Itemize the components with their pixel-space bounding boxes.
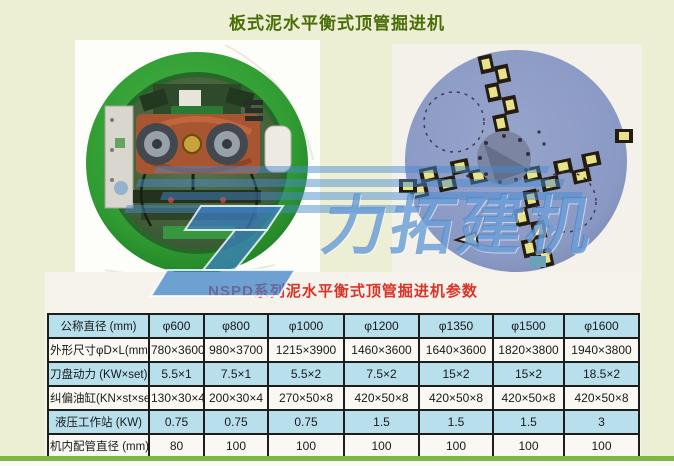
spec-cell: 270×50×8 xyxy=(267,385,345,411)
spec-cell: 18.5×2 xyxy=(563,361,640,387)
table-row: 外形尺寸φD×L(mm) 780×3600 980×3700 1215×3900… xyxy=(47,337,640,363)
spec-cell: 5.5×1 xyxy=(148,361,205,387)
spec-cell: 100 xyxy=(203,433,269,459)
spec-cell: 7.5×1 xyxy=(203,361,269,387)
spec-cell: φ1350 xyxy=(418,313,494,339)
spec-cell: 7.5×2 xyxy=(343,361,420,387)
spec-cell: 1.5 xyxy=(492,409,565,435)
row-label: 公称直径 (mm) xyxy=(47,313,150,339)
spec-cell: 980×3700 xyxy=(203,337,269,363)
bottom-white-stripe xyxy=(0,461,674,466)
row-label: 机内配管直径 (mm) xyxy=(47,433,150,459)
spec-cell: φ1000 xyxy=(267,313,345,339)
spec-cell: 1820×3800 xyxy=(492,337,565,363)
row-label: 外形尺寸φD×L(mm) xyxy=(47,337,150,363)
spec-cell: 0.75 xyxy=(267,409,345,435)
spec-cell: 1940×3800 xyxy=(563,337,640,363)
spec-table: 公称直径 (mm) φ600 φ800 φ1000 φ1200 φ1350 φ1… xyxy=(47,313,640,459)
table-row: 液压工作站 (KW) 0.75 0.75 0.75 1.5 1.5 1.5 3 xyxy=(47,409,640,435)
spec-cell: 100 xyxy=(267,433,345,459)
spec-panel: NSPD系列泥水平衡式顶管掘进机参数 公称直径 (mm) φ600 φ800 φ… xyxy=(45,272,641,459)
spec-cell: φ1600 xyxy=(563,313,640,339)
spec-cell: 1215×3900 xyxy=(267,337,345,363)
page-title: 板式泥水平衡式顶管掘进机 xyxy=(229,14,445,33)
spec-cell: φ600 xyxy=(148,313,205,339)
spec-cell: 780×3600 xyxy=(148,337,205,363)
product-photo-cutter-head xyxy=(392,44,642,280)
spec-cell: 1640×3600 xyxy=(418,337,494,363)
row-label: 纠偏油缸(KN×st×set) xyxy=(47,385,150,411)
product-photo-machine-front xyxy=(75,40,320,285)
spec-cell: 130×30×4 xyxy=(148,385,205,411)
spec-cell: φ1200 xyxy=(343,313,420,339)
spec-cell: 420×50×8 xyxy=(418,385,494,411)
spec-cell: 420×50×8 xyxy=(492,385,565,411)
cutter-head-illustration xyxy=(392,44,642,280)
spec-cell: 100 xyxy=(418,433,494,459)
spec-cell: 420×50×8 xyxy=(563,385,640,411)
spec-cell: 100 xyxy=(492,433,565,459)
machine-front-illustration xyxy=(75,40,320,285)
spec-cell: φ1500 xyxy=(492,313,565,339)
table-row: 刀盘动力 (KW×set) 5.5×1 7.5×1 5.5×2 7.5×2 15… xyxy=(47,361,640,387)
spec-cell: 420×50×8 xyxy=(343,385,420,411)
spec-cell: 80 xyxy=(148,433,205,459)
spec-cell: 15×2 xyxy=(492,361,565,387)
spec-cell: 200×30×4 xyxy=(203,385,269,411)
spec-cell: 5.5×2 xyxy=(267,361,345,387)
spec-cell: 0.75 xyxy=(148,409,205,435)
spec-cell: 3 xyxy=(563,409,640,435)
table-row: 公称直径 (mm) φ600 φ800 φ1000 φ1200 φ1350 φ1… xyxy=(47,313,640,339)
spec-cell: 15×2 xyxy=(418,361,494,387)
spec-table-title: NSPD系列泥水平衡式顶管掘进机参数 xyxy=(208,283,478,300)
spec-cell: 100 xyxy=(563,433,640,459)
spec-cell: φ800 xyxy=(203,313,269,339)
table-row: 纠偏油缸(KN×st×set) 130×30×4 200×30×4 270×50… xyxy=(47,385,640,411)
spec-cell: 100 xyxy=(343,433,420,459)
table-row: 机内配管直径 (mm) 80 100 100 100 100 100 100 xyxy=(47,433,640,459)
spec-cell: 1.5 xyxy=(343,409,420,435)
spec-cell: 1460×3600 xyxy=(343,337,420,363)
row-label: 液压工作站 (KW) xyxy=(47,409,150,435)
spec-cell: 0.75 xyxy=(203,409,269,435)
spec-cell: 1.5 xyxy=(418,409,494,435)
bottom-green-stripe xyxy=(0,456,674,461)
row-label: 刀盘动力 (KW×set) xyxy=(47,361,150,387)
